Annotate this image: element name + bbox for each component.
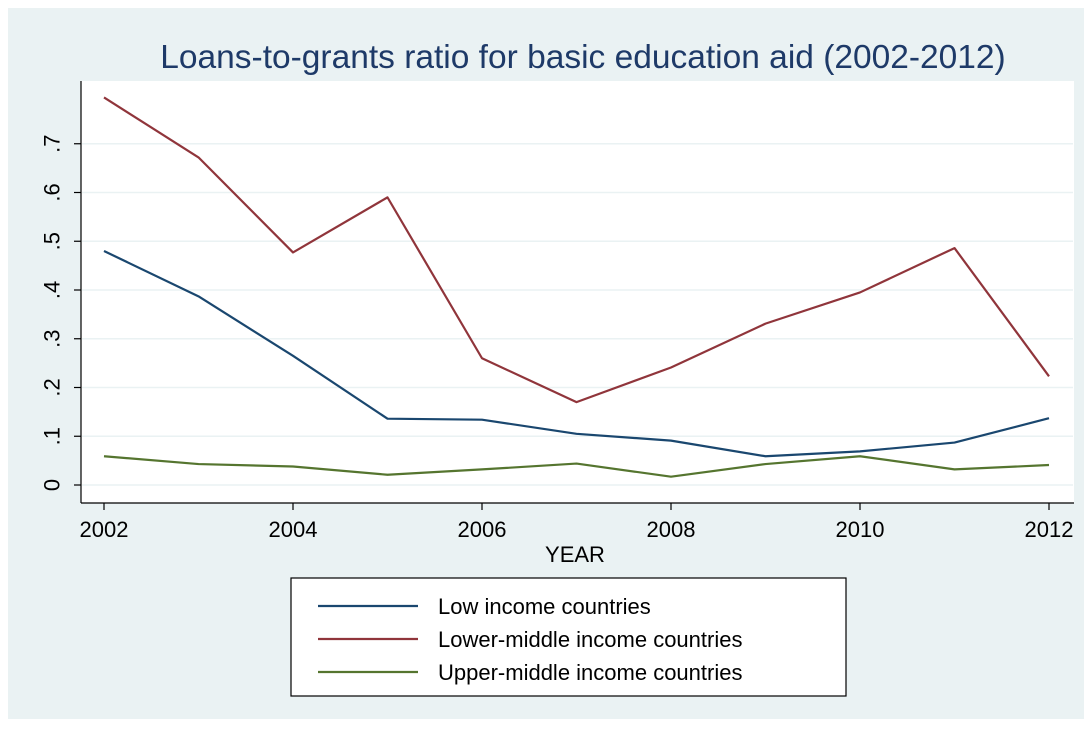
x-tick-label: 2012 (1025, 517, 1074, 542)
y-tick-label: .7 (40, 135, 65, 153)
y-tick-label: .5 (40, 232, 65, 250)
chart-title: Loans-to-grants ratio for basic educatio… (160, 39, 1005, 76)
y-tick-label: .4 (40, 281, 65, 299)
x-tick-label: 2006 (458, 517, 507, 542)
x-tick-label: 2010 (836, 517, 885, 542)
legend: Low income countries Lower-middle income … (291, 578, 846, 696)
legend-label: Lower-middle income countries (438, 627, 742, 652)
y-tick-label: 0 (40, 479, 65, 491)
y-tick-label: .2 (40, 378, 65, 396)
y-tick-label: .3 (40, 330, 65, 348)
x-tick-label: 2004 (269, 517, 318, 542)
y-tick-label: .6 (40, 183, 65, 201)
y-tick-label: .1 (40, 427, 65, 445)
x-axis-label: YEAR (545, 542, 605, 567)
legend-label: Low income countries (438, 594, 651, 619)
x-tick-label: 2002 (80, 517, 129, 542)
legend-label: Upper-middle income countries (438, 660, 742, 685)
x-tick-label: 2008 (647, 517, 696, 542)
